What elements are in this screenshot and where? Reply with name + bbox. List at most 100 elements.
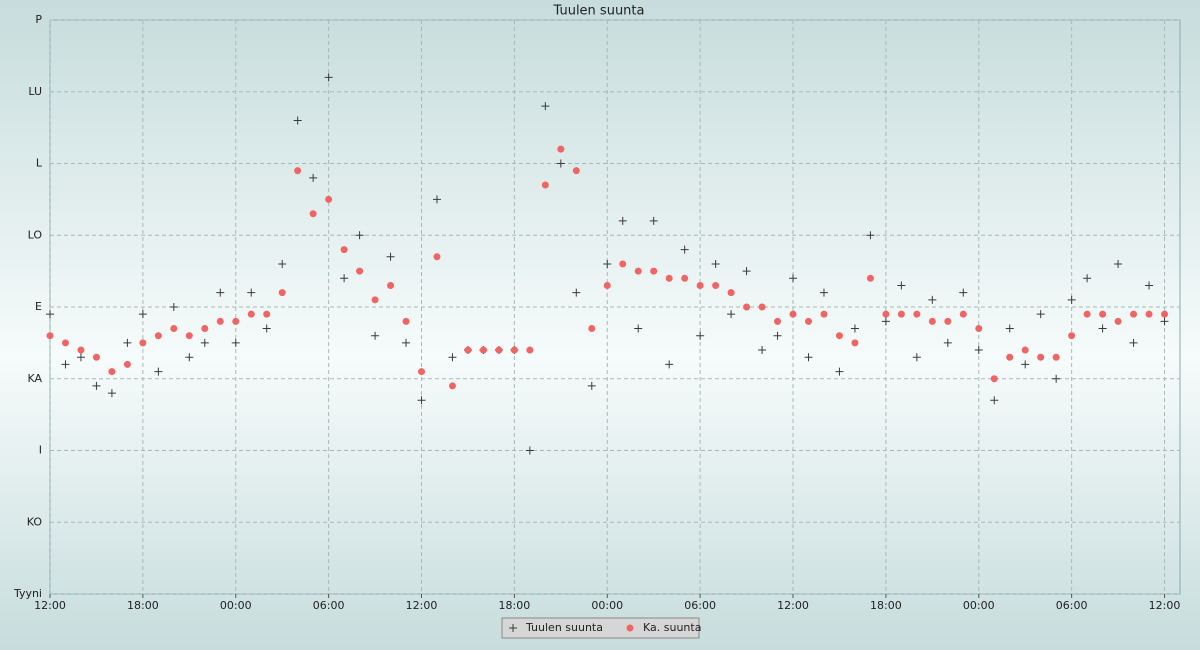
cross-marker [587,381,596,390]
dot-marker [232,317,240,325]
cross-marker [711,259,720,268]
y-tick-label: Tyyni [13,587,42,600]
cross-marker [417,396,426,405]
dot-marker [1021,346,1029,354]
dot-marker [201,325,209,333]
dot-marker [418,368,426,376]
dot-marker [294,167,302,175]
dot-marker [975,325,983,333]
dot-marker [990,375,998,383]
dot-marker [1037,353,1045,361]
dot-marker [433,253,441,261]
dot-marker [387,281,395,289]
cross-marker [1067,295,1076,304]
dot-marker [185,332,193,340]
cross-marker [696,331,705,340]
cross-marker [541,102,550,111]
cross-marker [293,116,302,125]
cross-marker [1145,281,1154,290]
dot-marker [510,346,518,354]
x-tick-label: 12:00 [1149,599,1181,612]
cross-marker [866,231,875,240]
y-tick-label: KA [27,372,42,385]
dot-marker [526,346,534,354]
dot-marker [743,303,751,311]
dot-marker [959,310,967,318]
cross-marker [928,295,937,304]
dot-marker [665,274,673,282]
cross-marker [804,353,813,362]
dot-marker [356,267,364,275]
cross-marker [386,252,395,261]
cross-marker [355,231,364,240]
dot-marker [1099,310,1107,318]
cross-marker [138,310,147,319]
dot-marker [1130,310,1138,318]
cross-marker [432,195,441,204]
dot-marker [603,281,611,289]
x-tick-label: 12:00 [34,599,66,612]
cross-marker [402,338,411,347]
legend [501,617,700,639]
y-tick-label: LO [28,228,43,241]
cross-marker [231,338,240,347]
dot-marker [448,382,456,390]
cross-marker [850,324,859,333]
cross-marker [959,288,968,297]
x-tick-label: 18:00 [127,599,159,612]
cross-marker [680,245,689,254]
x-tick-label: 00:00 [963,599,995,612]
cross-marker [819,288,828,297]
dot-marker [944,317,952,325]
x-tick-label: 18:00 [499,599,531,612]
cross-marker [154,367,163,376]
cross-marker [169,303,178,311]
cross-marker [618,216,627,225]
cross-marker [665,360,674,369]
x-tick-label: 12:00 [777,599,809,612]
dot-marker [170,325,178,333]
dot-marker [712,281,720,289]
x-tick-label: 06:00 [1056,599,1088,612]
y-tick-label: I [39,444,42,457]
cross-marker [1114,259,1123,268]
cross-marker [727,310,736,319]
dot-marker [309,210,317,218]
dot-marker [46,332,54,340]
cross-marker [556,159,565,168]
dot-marker [789,310,797,318]
dot-marker [263,310,271,318]
dot-marker [634,267,642,275]
y-tick-label: P [35,13,42,26]
cross-marker [603,259,612,268]
dot-marker [479,346,487,354]
dot-marker [1068,332,1076,340]
cross-marker [1129,338,1138,347]
cross-marker [1036,310,1045,319]
cross-marker [572,288,581,297]
dot-marker [77,346,85,354]
cross-marker [324,73,333,82]
y-tick-label: LU [28,85,42,98]
dot-marker [774,317,782,325]
dot-marker [247,310,255,318]
cross-marker [278,259,287,268]
legend-marker [509,624,517,632]
cross-marker [216,288,225,297]
cross-marker [525,446,534,455]
cross-marker [1083,274,1092,283]
cross-marker [185,353,194,362]
dot-marker [557,145,565,153]
cross-marker [123,338,132,347]
cross-marker [340,274,349,283]
dot-marker [1083,310,1091,318]
dot-marker [92,353,100,361]
dot-marker [928,317,936,325]
dot-marker [61,339,69,347]
legend-marker [626,624,634,632]
cross-marker [881,317,890,326]
dot-marker [371,296,379,304]
cross-marker [61,360,70,369]
dot-marker [1145,310,1153,318]
